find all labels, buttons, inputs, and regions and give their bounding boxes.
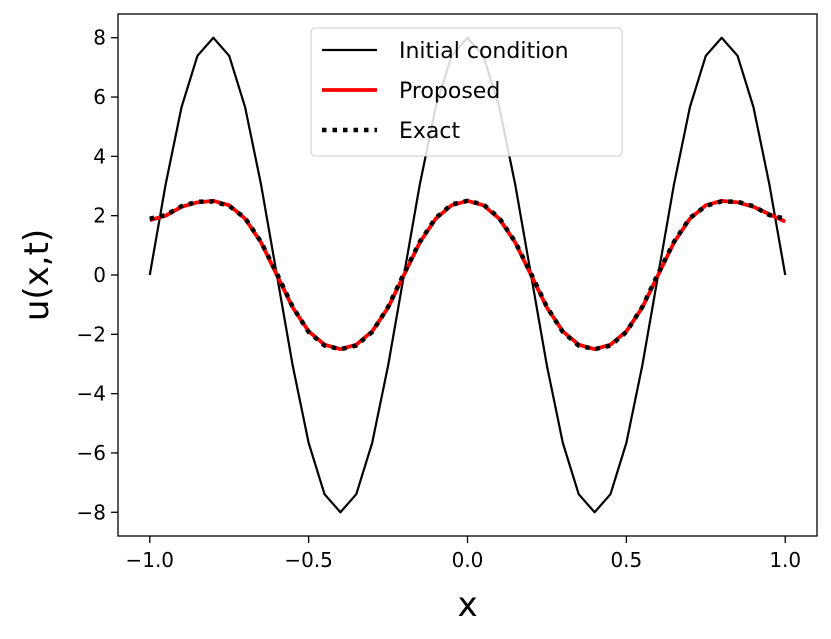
- y-tick-label: −4: [77, 382, 106, 406]
- legend: Initial condition Proposed Exact: [310, 27, 623, 157]
- y-tick-label: 0: [93, 263, 106, 287]
- y-axis-label: u(x,t): [17, 229, 57, 321]
- x-tick-label: 0.5: [610, 548, 642, 572]
- legend-label: Proposed: [399, 79, 500, 104]
- series-line-exact: [149, 198, 786, 352]
- legend-box: [310, 27, 623, 157]
- y-tick-label: −8: [77, 500, 106, 524]
- y-tick-label: 8: [93, 26, 106, 50]
- x-tick-label: 1.0: [769, 548, 801, 572]
- legend-label: Exact: [399, 119, 460, 144]
- legend-label: Initial condition: [399, 39, 569, 64]
- x-tick-label: −0.5: [284, 548, 333, 572]
- y-tick-label: 2: [93, 204, 106, 228]
- x-tick-label: −1.0: [125, 548, 174, 572]
- y-tick-label: 6: [93, 85, 106, 109]
- y-tick-label: −2: [77, 322, 106, 346]
- y-axis: −8 −6 −4 −2 0 2 4 6 8: [77, 26, 118, 524]
- x-axis-label: x: [457, 585, 477, 625]
- y-tick-label: 4: [93, 144, 106, 168]
- x-axis: −1.0 −0.5 0.0 0.5 1.0: [125, 536, 801, 572]
- y-tick-label: −6: [77, 441, 106, 465]
- x-tick-label: 0.0: [452, 548, 484, 572]
